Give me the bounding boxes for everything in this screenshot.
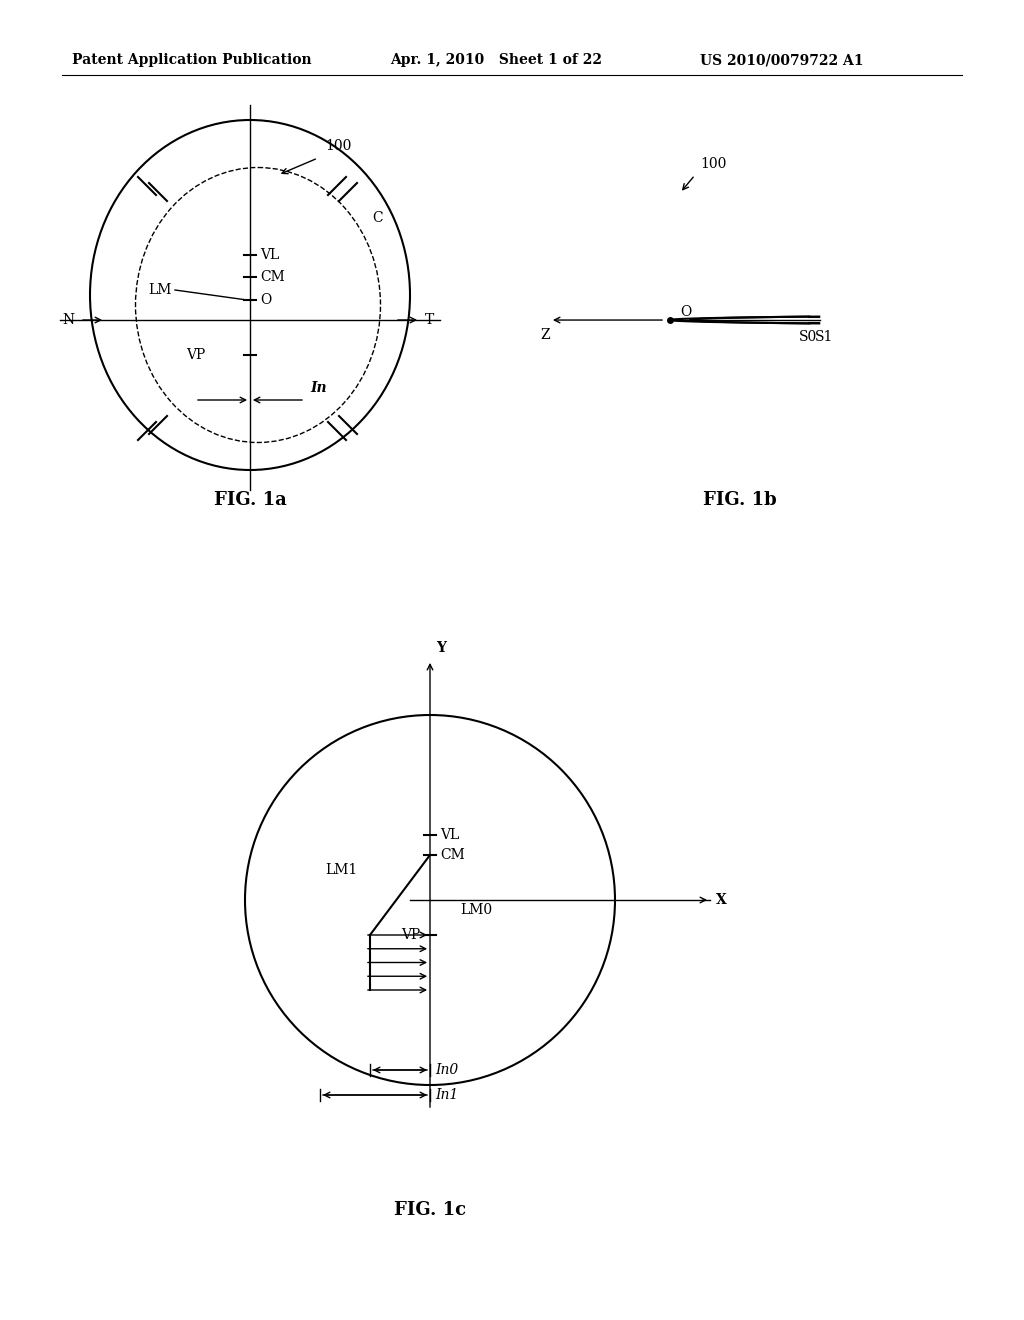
Text: N: N	[62, 313, 74, 327]
Text: 100: 100	[700, 157, 726, 172]
Text: O: O	[680, 305, 691, 319]
Text: FIG. 1a: FIG. 1a	[214, 491, 287, 510]
Text: In0: In0	[435, 1063, 459, 1077]
Text: S0: S0	[800, 330, 817, 345]
Text: O: O	[260, 293, 271, 308]
Text: Apr. 1, 2010   Sheet 1 of 22: Apr. 1, 2010 Sheet 1 of 22	[390, 53, 602, 67]
Text: S1: S1	[814, 330, 833, 345]
Text: VP: VP	[185, 348, 205, 362]
Text: VL: VL	[440, 828, 459, 842]
Text: In1: In1	[435, 1088, 459, 1102]
Text: US 2010/0079722 A1: US 2010/0079722 A1	[700, 53, 863, 67]
Text: In: In	[310, 381, 327, 395]
Text: LM: LM	[148, 282, 172, 297]
Text: VP: VP	[400, 928, 420, 942]
Text: VL: VL	[260, 248, 280, 261]
Text: X: X	[716, 894, 727, 907]
Text: Patent Application Publication: Patent Application Publication	[72, 53, 311, 67]
Text: Z: Z	[540, 329, 550, 342]
Text: CM: CM	[440, 847, 465, 862]
Text: CM: CM	[260, 271, 285, 284]
Text: LM1: LM1	[325, 863, 357, 876]
Text: LM0: LM0	[460, 903, 493, 917]
Text: T: T	[425, 313, 434, 327]
Text: FIG. 1c: FIG. 1c	[394, 1201, 466, 1218]
Text: FIG. 1b: FIG. 1b	[703, 491, 777, 510]
Text: Y: Y	[436, 642, 446, 655]
Text: C: C	[372, 211, 383, 224]
Text: 100: 100	[325, 139, 351, 153]
